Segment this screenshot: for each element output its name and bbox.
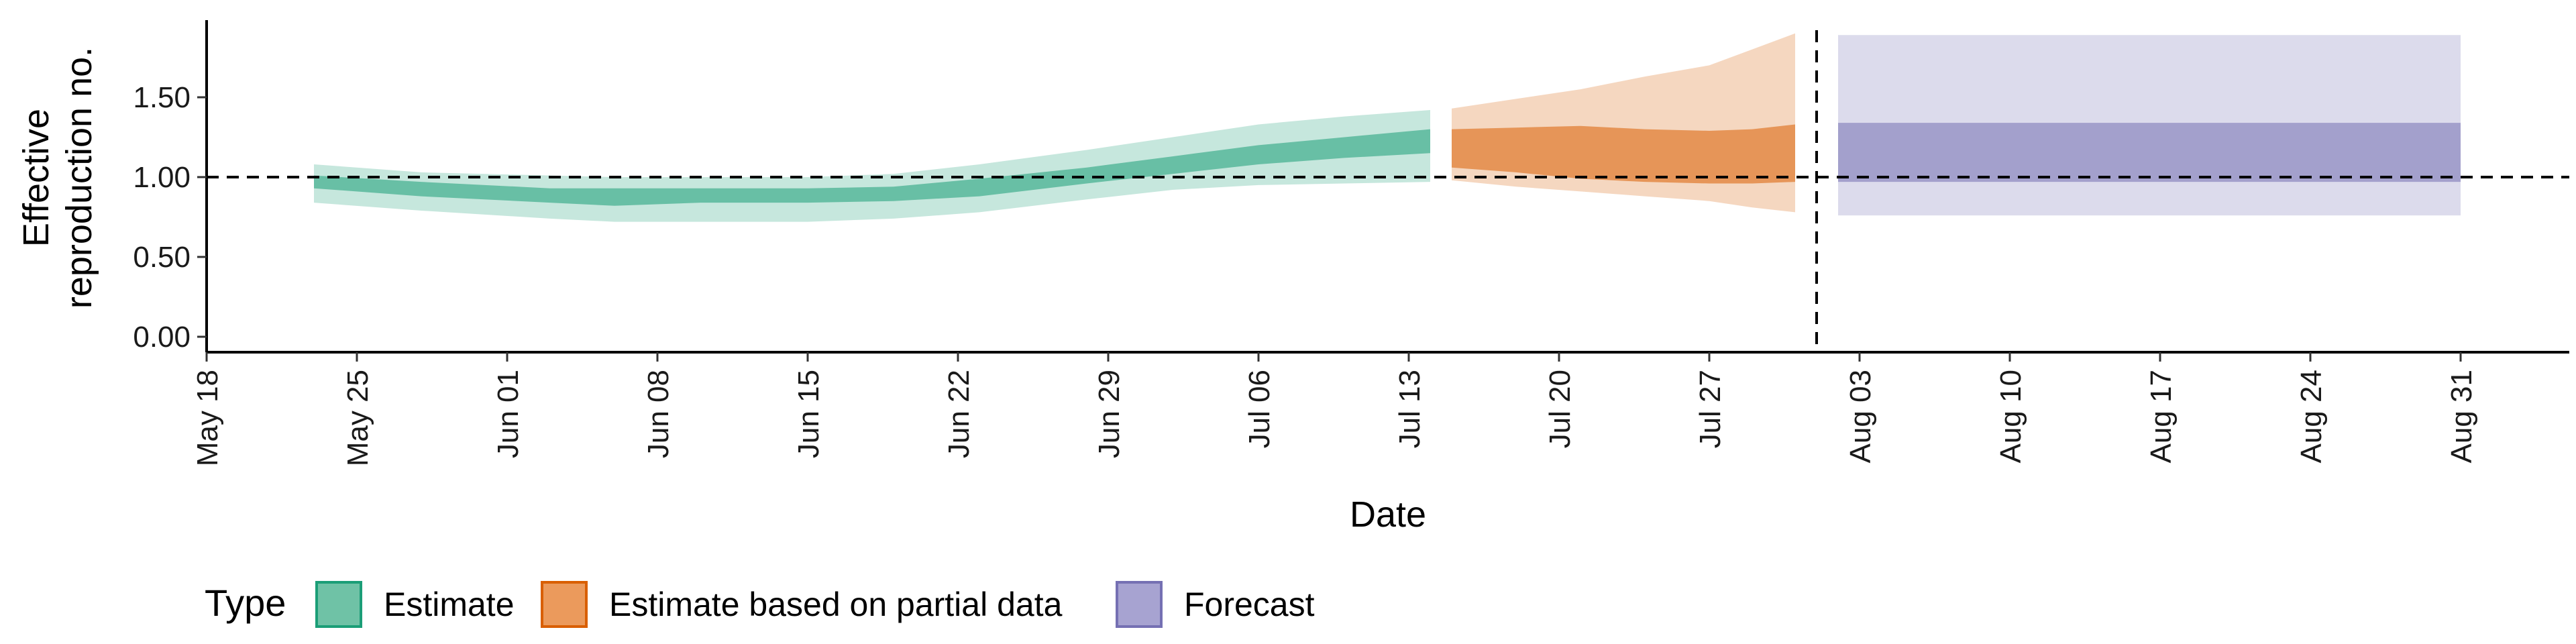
x-tick-label: Jul 06 [1243,370,1276,448]
x-tick-label: Jul 13 [1393,370,1426,448]
y-axis-title-line: reproduction no. [59,47,99,309]
uncertainty-bands [314,33,2461,222]
legend-key-2 [1116,581,1163,628]
x-tick-label: Jun 08 [642,370,675,458]
band-50-series-2 [1838,123,2461,182]
x-tick-label: Jun 29 [1093,370,1126,458]
legend-label-0: Estimate [384,586,515,623]
reference-lines [207,30,2569,352]
band-50-series-0 [314,129,1430,206]
series-1 [1452,33,1795,213]
y-tick-label: 0.00 [133,321,191,354]
y-axis-title-line: Effective [16,109,56,247]
y-tick-label: 0.50 [133,241,191,274]
x-tick-label: Jul 27 [1694,370,1727,448]
legend-label-1: Estimate based on partial data [609,586,1063,623]
series-2 [1838,35,2461,216]
band-90-series-1 [1452,33,1795,213]
y-tick-label: 1.50 [133,81,191,114]
y-tick-label: 1.00 [133,161,191,194]
axis-labels: Date Effectivereproduction no. [16,47,1426,535]
x-tick-label: Aug 03 [1844,370,1877,463]
x-tick-label: Jul 20 [1544,370,1576,448]
legend: Type Estimate Estimate based on partial da… [205,581,1315,628]
x-tick-label: Aug 17 [2145,370,2178,463]
axes: 0.00 0.50 1.00 1.50 May 18 May 25 Jun 01 Jun 08… [133,20,2569,466]
x-tick-label: May 18 [191,370,224,466]
legend-key-0 [315,581,362,628]
band-50-series-1 [1452,124,1795,184]
x-tick-label: Aug 10 [1994,370,2027,463]
legend-label-2: Forecast [1184,586,1315,623]
x-tick-label: Jun 22 [943,370,975,458]
x-axis-title: Date [1350,494,1426,535]
band-90-series-0 [314,110,1430,222]
series-0 [314,110,1430,222]
x-tick-label: Jun 15 [792,370,825,458]
x-tick-label: May 25 [341,370,374,466]
legend-title: Type [205,582,286,624]
y-axis-title: Effectivereproduction no. [16,47,99,309]
legend-key-1 [541,581,588,628]
x-tick-label: Jun 01 [492,370,525,458]
x-tick-label: Aug 31 [2445,370,2478,463]
x-tick-label: Aug 24 [2295,370,2328,463]
